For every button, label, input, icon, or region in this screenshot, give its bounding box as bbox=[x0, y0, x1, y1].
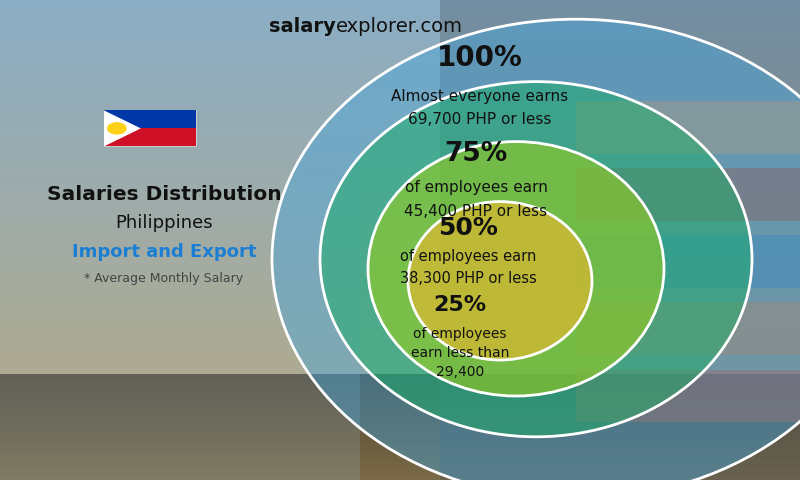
Text: Almost everyone earns: Almost everyone earns bbox=[391, 88, 569, 104]
FancyBboxPatch shape bbox=[0, 0, 360, 480]
FancyBboxPatch shape bbox=[576, 235, 800, 288]
Text: of employees: of employees bbox=[414, 326, 506, 341]
Polygon shape bbox=[104, 110, 141, 146]
Text: 50%: 50% bbox=[438, 216, 498, 240]
FancyBboxPatch shape bbox=[576, 302, 800, 355]
FancyBboxPatch shape bbox=[104, 110, 196, 146]
Ellipse shape bbox=[272, 19, 800, 480]
Ellipse shape bbox=[320, 82, 752, 437]
Ellipse shape bbox=[368, 142, 664, 396]
Text: salary: salary bbox=[270, 17, 336, 36]
Text: Salaries Distribution: Salaries Distribution bbox=[46, 185, 282, 204]
Text: 29,400: 29,400 bbox=[436, 365, 484, 379]
Text: Import and Export: Import and Export bbox=[72, 243, 256, 261]
Ellipse shape bbox=[408, 202, 592, 360]
Text: 45,400 PHP or less: 45,400 PHP or less bbox=[405, 204, 547, 219]
Polygon shape bbox=[104, 129, 196, 146]
Text: 38,300 PHP or less: 38,300 PHP or less bbox=[400, 271, 536, 286]
Text: of employees earn: of employees earn bbox=[405, 180, 547, 195]
Text: 100%: 100% bbox=[437, 44, 523, 72]
FancyBboxPatch shape bbox=[440, 0, 800, 480]
Text: explorer.com: explorer.com bbox=[336, 17, 463, 36]
Text: 75%: 75% bbox=[444, 141, 508, 167]
Text: Philippines: Philippines bbox=[115, 214, 213, 232]
Circle shape bbox=[108, 123, 126, 134]
Text: * Average Monthly Salary: * Average Monthly Salary bbox=[85, 272, 243, 285]
Text: 69,700 PHP or less: 69,700 PHP or less bbox=[408, 112, 552, 128]
FancyBboxPatch shape bbox=[576, 370, 800, 422]
Text: 25%: 25% bbox=[434, 295, 486, 315]
Text: earn less than: earn less than bbox=[411, 346, 509, 360]
FancyBboxPatch shape bbox=[576, 101, 800, 154]
Text: of employees earn: of employees earn bbox=[400, 249, 536, 264]
Polygon shape bbox=[104, 110, 196, 129]
FancyBboxPatch shape bbox=[576, 168, 800, 221]
